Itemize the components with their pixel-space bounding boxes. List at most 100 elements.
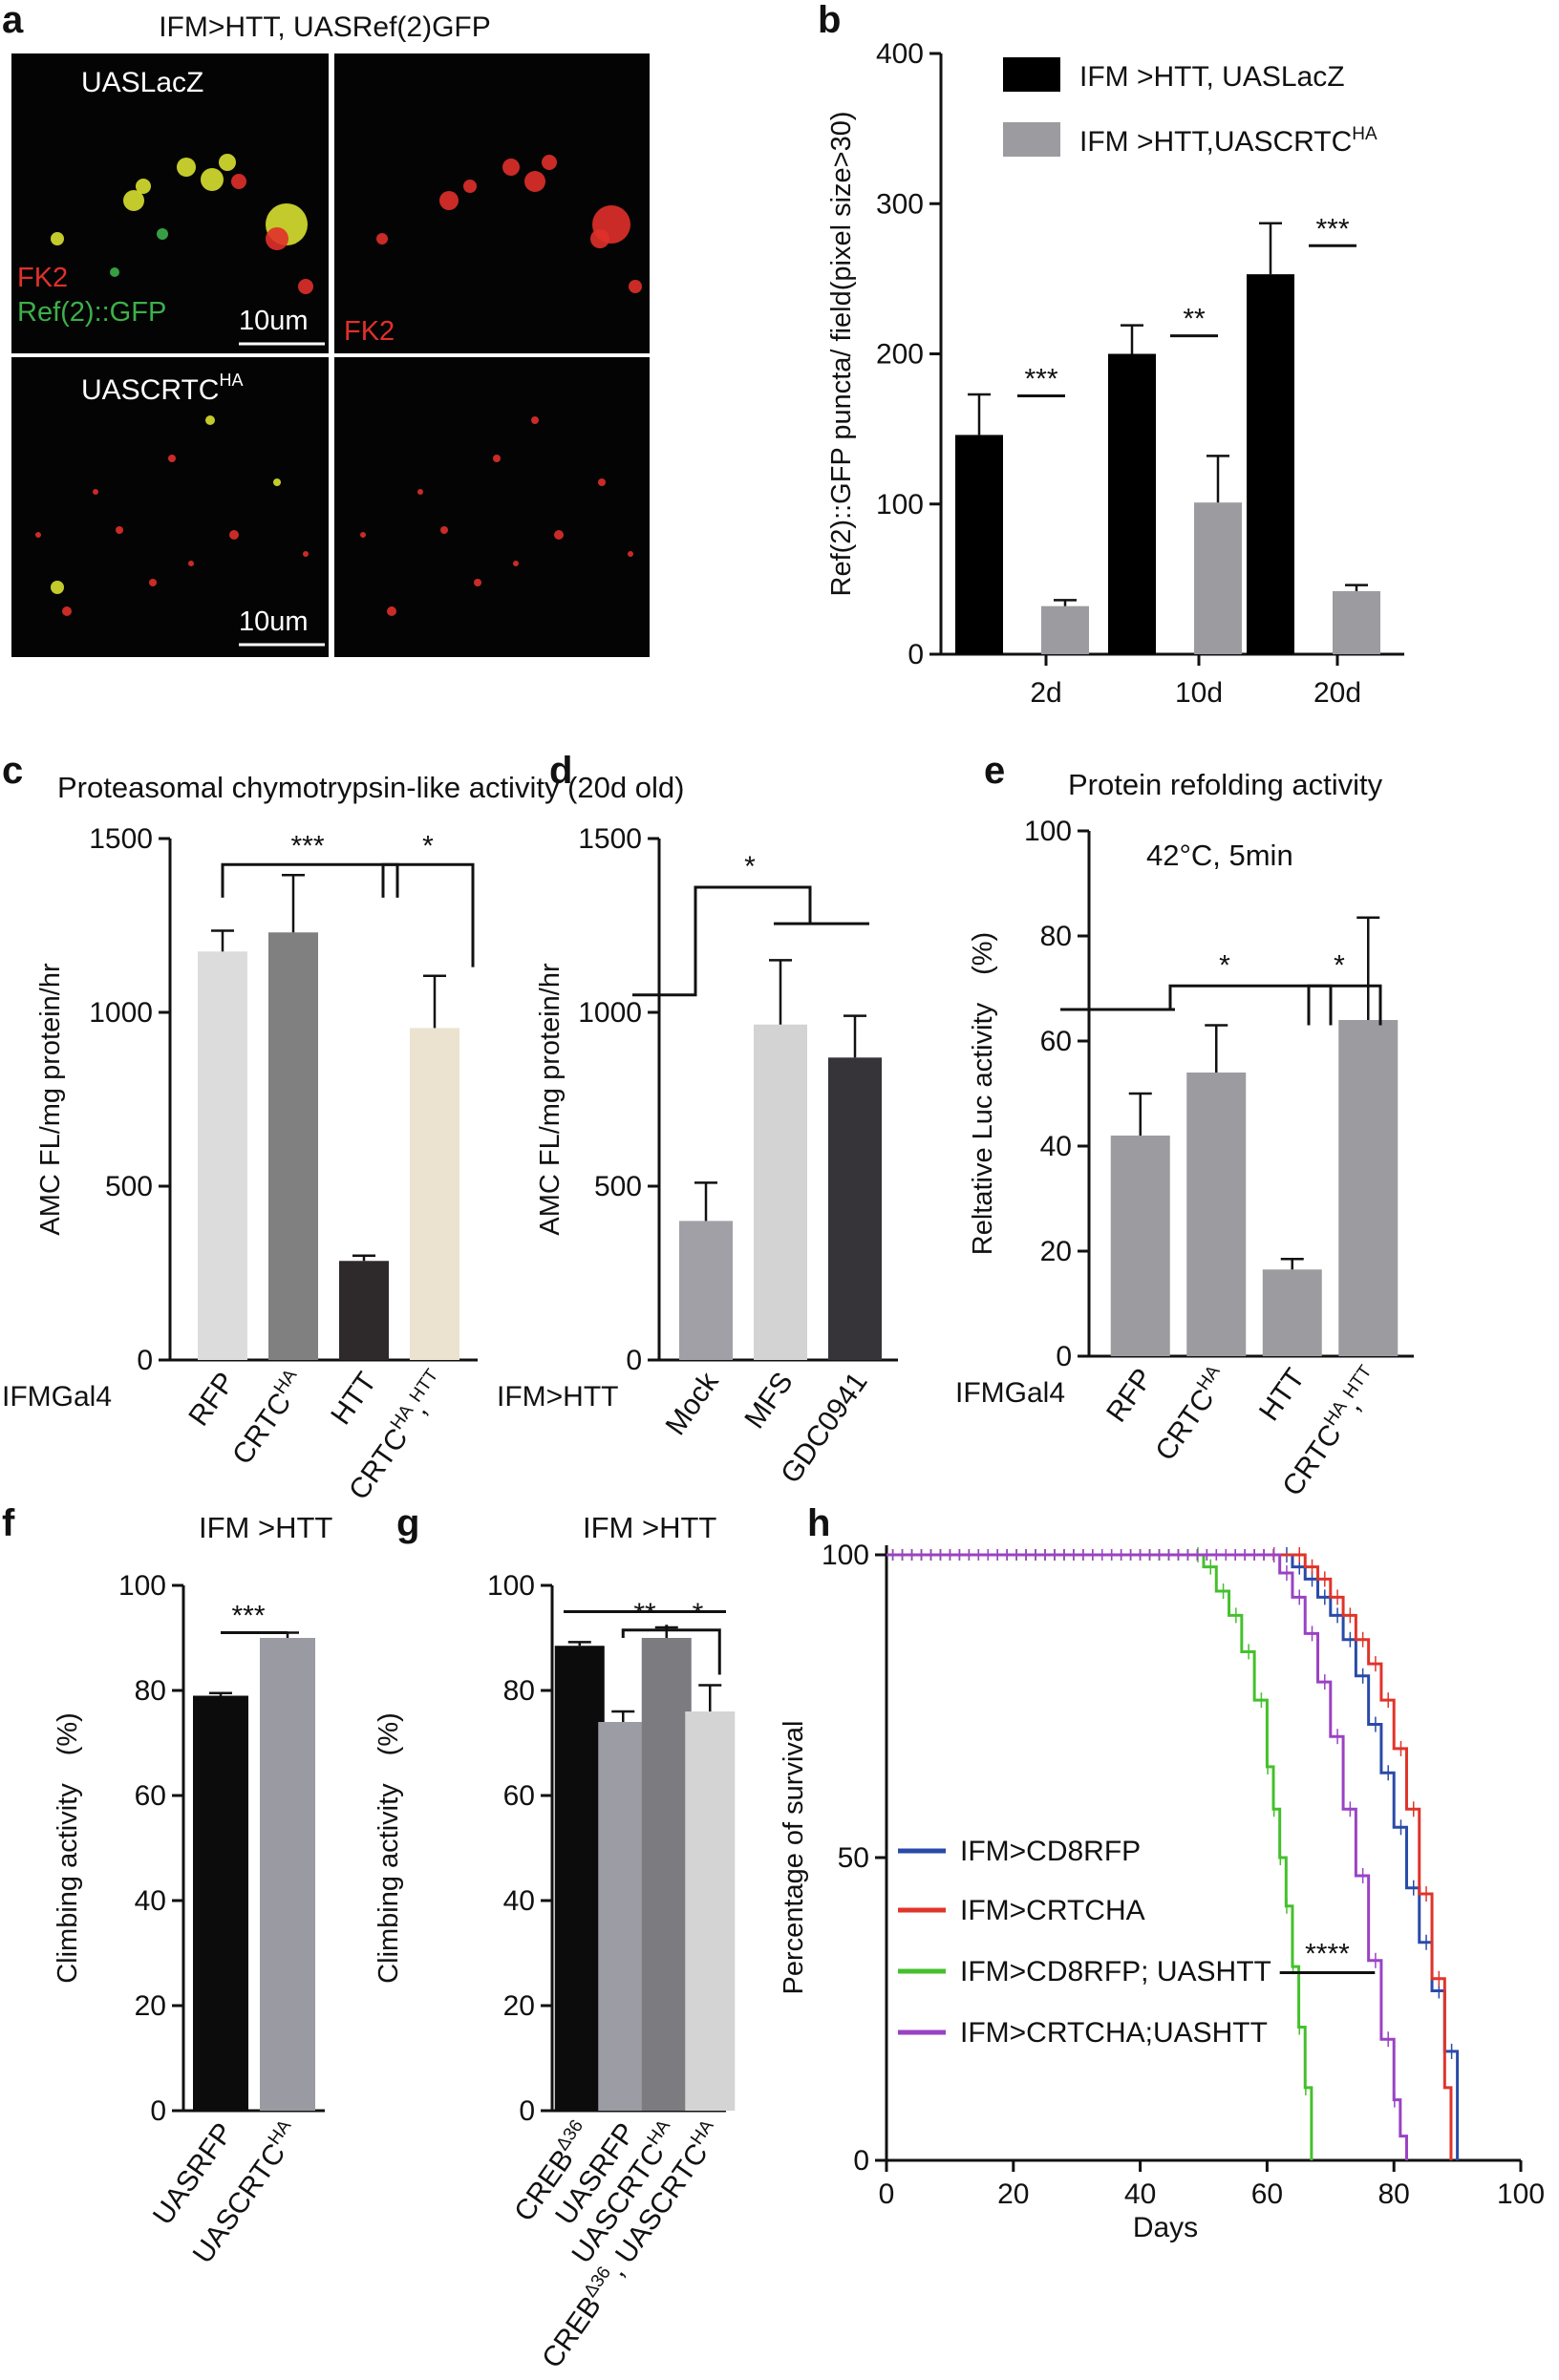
y-tick-label: 100	[1024, 816, 1072, 847]
bar-0	[193, 1695, 248, 2111]
chart-e: 0 20 40 60 80 100 Reltative Luc activity (%) RF…	[955, 768, 1414, 1502]
image-fk2-crtc	[334, 357, 650, 657]
bar-3	[410, 1028, 459, 1360]
punctum	[493, 455, 501, 462]
y-tick-label: 40	[1040, 1131, 1072, 1162]
bar-ifm->htt,-uaslacz	[955, 435, 1003, 654]
legend-label-sup: HA	[1352, 124, 1377, 144]
label-part: CRTC	[343, 1423, 415, 1506]
punctum	[62, 606, 72, 616]
punctum	[177, 158, 196, 177]
punctum	[231, 174, 246, 189]
y-tick-label: 0	[908, 639, 924, 670]
punctum	[35, 532, 41, 538]
y-tick-label: 0	[137, 1345, 153, 1376]
bar-1	[754, 1024, 807, 1360]
punctum	[229, 530, 239, 540]
punctum	[116, 526, 123, 534]
punctum	[387, 606, 396, 616]
y-axis-label: AMC FL/mg protein/hr	[35, 963, 66, 1236]
y-tick-label: 60	[135, 1780, 166, 1812]
legend-label: IFM>CRTCHA	[960, 1895, 1145, 1926]
legend-swatch	[1003, 57, 1060, 92]
label-part: HTT	[1253, 1363, 1311, 1427]
punctum	[51, 232, 64, 245]
x-axis-label: IFMGal4	[955, 1377, 1065, 1409]
sig-label: *	[1219, 949, 1230, 981]
y-tick-label: 200	[876, 339, 924, 371]
y-tick-label: 300	[876, 188, 924, 220]
y-tick-label: 80	[1040, 921, 1072, 952]
chart-title: Protein refolding activity	[1068, 768, 1383, 801]
bar-ifm->htt,uascrtc	[1041, 606, 1089, 654]
panel-e-note: 42°C, 5min	[1146, 839, 1293, 872]
y-tick-label: 0	[626, 1345, 642, 1376]
y-tick-label: 40	[503, 1885, 535, 1917]
sig-label: ***	[231, 1601, 265, 1632]
panel-label-b: b	[818, 0, 841, 41]
bar-3	[1338, 1020, 1399, 1356]
punctum	[463, 180, 477, 193]
x-tick-label: CRTCHA	[224, 1366, 311, 1471]
bar-2	[339, 1261, 389, 1360]
x-tick-label: 60	[1251, 2178, 1283, 2210]
panel-a-microscopy: IFM>HTT, UASRef(2)GFP UASLacZ FK2 Ref(2)…	[11, 11, 650, 657]
y-tick-label: 100	[118, 1570, 166, 1602]
y-axis-label: Ref(2)::GFP puncta/ field(pixel size>30)	[826, 112, 857, 597]
bar-1	[598, 1722, 649, 2111]
label-uascrtc-sup: HA	[219, 371, 243, 390]
sig-label: ***	[1315, 213, 1349, 244]
punctum	[502, 159, 520, 176]
legend-swatch	[1003, 122, 1060, 157]
y-tick-label: 80	[135, 1675, 166, 1707]
bar-ifm->htt,uascrtc	[1333, 590, 1380, 654]
chart-title: Proteasomal chymotrypsin-like activity (…	[57, 771, 684, 804]
y-tick-label: 1500	[89, 823, 153, 855]
y-tick-label: 20	[135, 1990, 166, 2022]
punctum	[201, 168, 224, 191]
panel-label-c: c	[2, 750, 23, 792]
legend-label: IFM>CD8RFP; UASHTT	[960, 1956, 1271, 1987]
sig-label: *	[422, 830, 434, 861]
punctum	[628, 551, 633, 557]
sig-bracket-2	[1307, 984, 1382, 1026]
punctum	[554, 530, 564, 540]
x-tick-label: 100	[1497, 2178, 1545, 2210]
punctum	[417, 489, 423, 495]
y-axis-label: Percentage of survival	[779, 1721, 809, 1995]
y-axis-label: Climbing activity (%)	[53, 1712, 83, 1984]
bar-2	[828, 1057, 882, 1360]
chart-h: 0 50 100 0 20 40 60 80 100 Days Percentage of surv…	[779, 1540, 1545, 2243]
sig-label: **	[633, 1598, 656, 1629]
punctum	[123, 190, 144, 211]
panel-label-h: h	[807, 1502, 830, 1544]
punctum	[303, 551, 309, 557]
punctum	[188, 561, 194, 566]
sig-label: **	[1183, 304, 1206, 335]
x-tick-label: MFS	[738, 1367, 799, 1434]
y-tick-label: 60	[1040, 1026, 1072, 1057]
x-tick-label: 10d	[1175, 677, 1223, 709]
label-part: CRTC	[1276, 1419, 1348, 1502]
label-part: Mock	[660, 1366, 726, 1440]
bar-0	[1110, 1136, 1170, 1356]
punctum	[266, 227, 288, 250]
y-axis-label: Reltative Luc activity (%)	[968, 932, 998, 1255]
y-tick-label: 40	[135, 1885, 166, 1917]
y-tick-label: 500	[594, 1171, 642, 1202]
sig-label: ***	[1024, 364, 1057, 395]
sig-bracket	[632, 885, 812, 997]
y-axis-label: AMC FL/mg protein/hr	[535, 963, 566, 1236]
x-tick-label: 40	[1124, 2178, 1156, 2210]
sig-label: *	[744, 851, 756, 882]
panel-label-e: e	[984, 750, 1005, 792]
punctum	[440, 526, 448, 534]
label-part: CRTC	[1149, 1384, 1221, 1467]
panel-label-a: a	[2, 0, 24, 41]
y-tick-label: 0	[519, 2095, 535, 2127]
bar-1	[268, 932, 318, 1360]
punctum	[439, 191, 459, 210]
